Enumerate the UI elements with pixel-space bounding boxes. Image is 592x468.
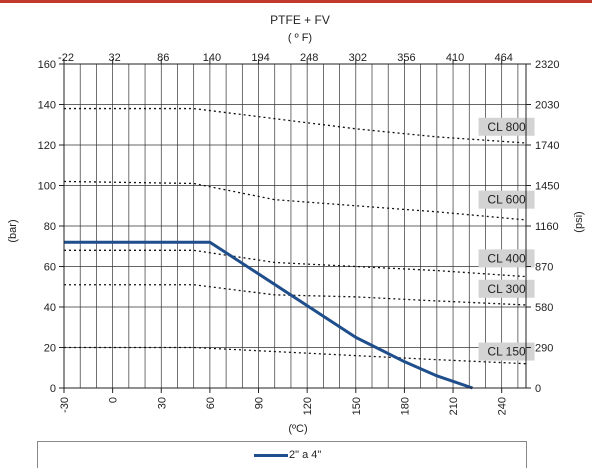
left-tick-label: 120 [38,140,56,152]
class-label-box [478,249,535,268]
class-label-box [478,279,535,298]
class-label-box [478,117,535,136]
right-tick-label: 2320 [535,59,559,71]
bottom-tick-label: 60 [205,397,217,409]
right-tick-label: 1740 [535,140,559,152]
class-rating-line [64,284,527,306]
right-tick-label: 1450 [535,181,559,193]
bottom-tick-label: 30 [156,397,168,409]
left-tick-label: 140 [38,100,56,112]
top-accent-line [0,0,592,3]
top-tick-label: 356 [397,52,415,64]
bottom-tick-label: -30 [59,397,71,413]
right-tick-label: 2030 [535,100,559,112]
top-tick-label: 86 [157,52,169,64]
class-label-text: CL 800 [487,120,526,134]
bottom-tick-label: 180 [399,397,411,415]
left-tick-label: 80 [44,221,56,233]
bottom-tick-label: 120 [302,397,314,415]
class-rating-line [64,346,527,365]
right-tick-label: 870 [535,262,553,274]
chart-title: PTFE + FV [270,13,330,27]
bottom-tick-label: 90 [254,397,266,409]
right-tick-label: 0 [535,383,541,395]
class-labels: CL 800 CL 600 CL 400 CL 300 CL 150 [478,117,535,361]
class-rating-line [63,180,527,221]
x-axis-label: (ºC) [288,423,307,435]
top-tick-label: 302 [349,52,367,64]
legend-swatch [254,453,288,457]
series-line [64,240,473,390]
top-axis-label: ( º F) [288,32,312,44]
legend-item: 2" a 4" [254,448,321,462]
right-axis-label: (psi) [573,211,585,232]
left-tick-label: 100 [38,181,56,193]
top-tick-label: 194 [251,52,269,64]
class-label-text: CL 600 [487,193,526,207]
pressure-temperature-chart: PTFE + FV ( º F) (ºC) (bar) (psi) CL 800… [7,13,585,435]
legend: 2" a 4" [37,441,527,468]
class-label-text: CL 150 [487,345,526,359]
left-tick-label: 0 [50,383,56,395]
class-lines [63,107,527,365]
left-tick-label: 60 [44,262,56,274]
bottom-tick-label: 240 [497,397,509,415]
top-tick-label: -22 [58,52,74,64]
class-rating-line [64,249,527,278]
class-label-box [478,342,535,361]
bottom-tick-label: 150 [351,397,363,415]
top-tick-label: 248 [300,52,318,64]
left-tick-label: 20 [44,343,56,355]
right-tick-label: 1160 [535,221,559,233]
legend-label: 2" a 4" [289,449,322,461]
bottom-tick-label: 0 [108,397,120,403]
plot-frame [63,63,527,389]
grid [64,64,526,388]
top-tick-label: 410 [446,52,464,64]
series-lines [64,240,473,390]
class-rating-line [64,107,527,144]
right-tick-label: 580 [535,302,553,314]
class-label-box [478,190,535,209]
top-tick-label: 140 [203,52,221,64]
class-label-text: CL 400 [487,251,526,265]
right-tick-label: 290 [535,343,553,355]
left-tick-label: 40 [44,302,56,314]
axis-ticks: 0 20 40 60 80 100 120 140 160 0 290 580 870 1160 1450 1… [38,52,560,415]
bottom-tick-label: 210 [448,397,460,415]
left-axis-label: (bar) [7,219,19,242]
top-tick-label: 464 [495,52,513,64]
class-label-text: CL 300 [487,282,526,296]
left-tick-label: 160 [38,59,56,71]
top-tick-label: 32 [109,52,121,64]
